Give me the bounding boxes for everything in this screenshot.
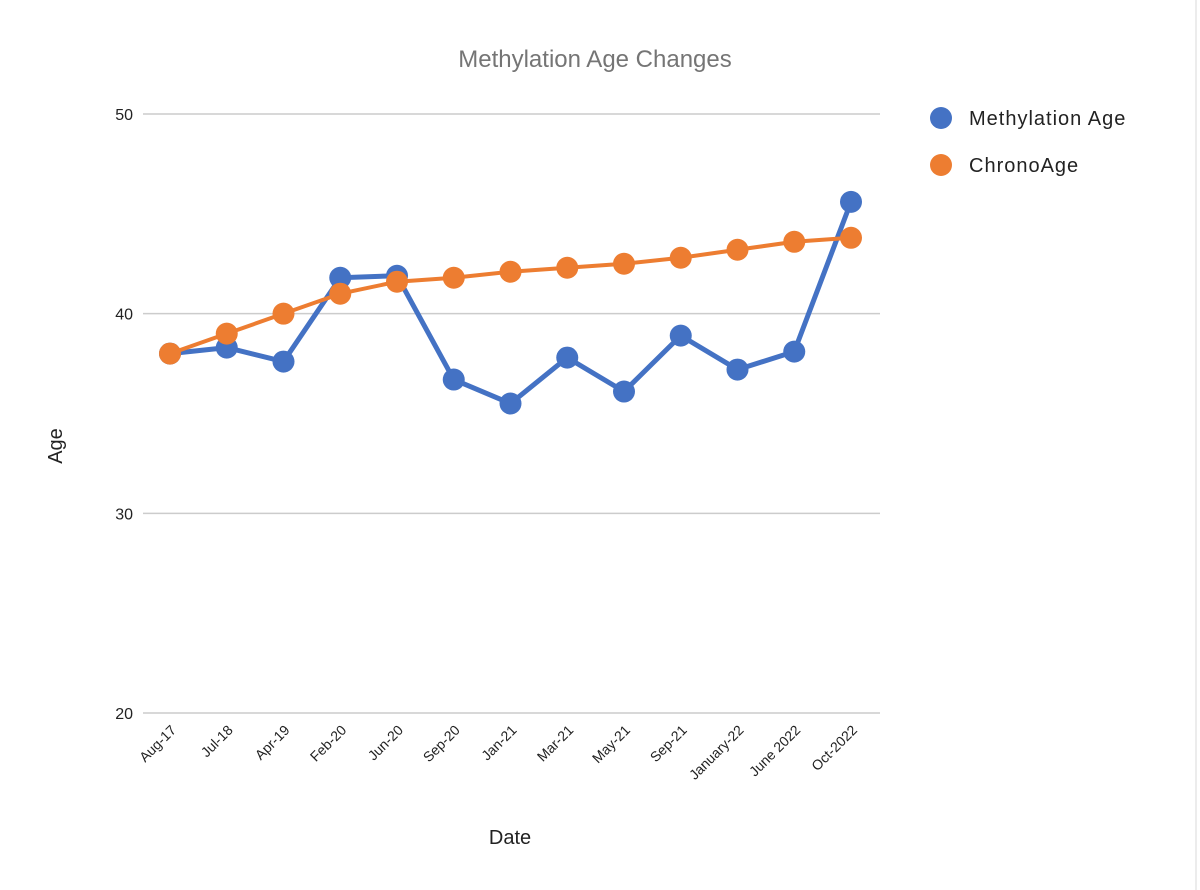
x-tick-label: Sep-21 xyxy=(647,722,690,765)
data-point xyxy=(329,266,352,289)
data-point xyxy=(442,368,465,391)
y-tick-label: 20 xyxy=(115,706,133,723)
data-point xyxy=(613,380,635,403)
chart-title: Methylation Age Changes xyxy=(458,46,732,73)
x-axis-label: Date xyxy=(489,827,531,849)
y-axis-ticks: 20 30 40 50 xyxy=(115,107,133,723)
data-point xyxy=(783,340,806,363)
data-point xyxy=(556,256,579,279)
x-tick-label: Apr-19 xyxy=(252,722,293,763)
data-point xyxy=(840,226,862,249)
data-point xyxy=(726,358,749,381)
data-point xyxy=(669,246,692,269)
series-line xyxy=(168,235,853,356)
data-point xyxy=(386,270,408,293)
legend-label: ChronoAge xyxy=(969,155,1079,177)
y-tick-label: 30 xyxy=(115,506,133,523)
x-tick-label: January-22 xyxy=(686,722,747,783)
series-layer xyxy=(159,190,862,415)
data-point xyxy=(499,392,522,415)
data-point xyxy=(783,230,806,253)
data-point xyxy=(272,350,295,373)
legend-marker xyxy=(930,154,952,176)
x-tick-label: Jun-20 xyxy=(365,722,407,764)
y-axis-label: Age xyxy=(45,428,67,464)
data-point xyxy=(726,238,749,261)
legend-marker xyxy=(930,107,952,129)
x-tick-label: May-21 xyxy=(589,722,633,766)
data-point xyxy=(556,346,579,369)
series-1 xyxy=(159,226,862,365)
data-point xyxy=(669,324,692,347)
data-point xyxy=(159,342,181,365)
x-tick-label: Jan-21 xyxy=(478,722,520,764)
series-0 xyxy=(159,190,862,415)
gridlines xyxy=(143,113,880,714)
x-tick-label: Aug-17 xyxy=(136,722,179,765)
x-tick-label: Mar-21 xyxy=(534,722,577,765)
data-point xyxy=(840,190,862,213)
x-tick-label: Feb-20 xyxy=(307,722,350,765)
x-tick-label: Sep-20 xyxy=(420,722,463,765)
x-tick-label: Jul-18 xyxy=(198,722,236,760)
data-point xyxy=(215,322,238,345)
series-line xyxy=(167,199,854,407)
data-point xyxy=(442,266,465,289)
x-tick-label: Oct-2022 xyxy=(808,722,860,774)
legend: Methylation Age ChronoAge xyxy=(930,107,1126,177)
data-point xyxy=(613,252,635,275)
y-tick-label: 40 xyxy=(115,307,133,324)
x-tick-label: June 2022 xyxy=(746,722,804,780)
data-point xyxy=(499,260,522,283)
data-point xyxy=(329,282,352,305)
data-point xyxy=(272,302,295,325)
legend-label: Methylation Age xyxy=(969,108,1126,130)
y-tick-label: 50 xyxy=(115,107,133,124)
x-axis-ticks: Aug-17 Jul-18 Apr-19 Feb-20 Jun-20 Sep-20 Jan-… xyxy=(136,722,860,783)
